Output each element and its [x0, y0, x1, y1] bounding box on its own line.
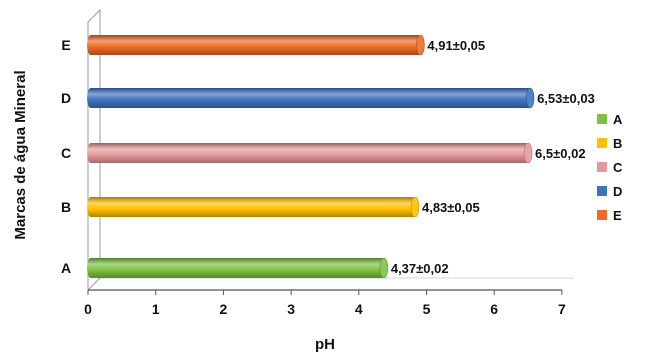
- legend-item: A: [597, 112, 623, 127]
- bar-e: [87, 34, 425, 56]
- data-label: 6,53±0,03: [537, 91, 595, 106]
- x-tick-label: 7: [558, 301, 566, 317]
- bar-cap: [379, 257, 389, 279]
- data-label: 6,5±0,02: [535, 146, 586, 161]
- legend-label: D: [613, 184, 622, 199]
- category-labels: A B C D E: [61, 37, 71, 276]
- legend-label: A: [613, 112, 623, 127]
- x-tick-label: 4: [355, 301, 363, 317]
- legend-swatch: [597, 162, 607, 172]
- bar-body: [87, 197, 419, 217]
- x-tick-label: 0: [84, 301, 92, 317]
- category-label: D: [61, 90, 71, 106]
- x-tick-label: 1: [152, 301, 160, 317]
- legend-item: E: [597, 208, 622, 223]
- x-tick-label: 2: [220, 301, 228, 317]
- bar-series: [87, 34, 535, 279]
- bar-b: [87, 196, 420, 218]
- legend-item: C: [597, 160, 623, 175]
- x-axis-title: pH: [315, 336, 335, 353]
- category-label: C: [61, 145, 71, 161]
- legend-label: E: [613, 208, 622, 223]
- category-label: A: [61, 260, 71, 276]
- bar-body: [87, 88, 535, 108]
- data-label: 4,91±0,05: [427, 38, 485, 53]
- legend-label: B: [613, 136, 622, 151]
- legend-swatch: [597, 114, 607, 124]
- x-tick-labels: 0 1 2 3 4 5 6 7: [84, 290, 566, 317]
- x-tick-label: 3: [287, 301, 295, 317]
- bar-c: [87, 142, 533, 164]
- bar-body: [87, 35, 425, 55]
- bar-body: [87, 258, 388, 278]
- legend-label: C: [613, 160, 623, 175]
- legend-swatch: [597, 186, 607, 196]
- legend-swatch: [597, 210, 607, 220]
- bar-a: [87, 257, 389, 279]
- bar-d: [87, 87, 535, 109]
- bar-cap: [416, 34, 425, 56]
- category-label: E: [61, 37, 70, 53]
- y-axis-title: Marcas de água Mineral: [12, 70, 29, 239]
- x-tick-label: 5: [423, 301, 431, 317]
- data-labels: 4,37±0,02 4,83±0,05 6,5±0,02 6,53±0,03 4,91±…: [391, 38, 595, 276]
- bar-cap: [525, 87, 535, 109]
- bar-cap: [523, 142, 533, 164]
- bar-body: [87, 143, 533, 163]
- category-label: B: [61, 199, 71, 215]
- bar-cap: [410, 196, 420, 218]
- legend-item: B: [597, 136, 622, 151]
- data-label: 4,83±0,05: [422, 200, 480, 215]
- x-tick-label: 6: [490, 301, 498, 317]
- data-label: 4,37±0,02: [391, 261, 449, 276]
- legend-item: D: [597, 184, 622, 199]
- legend-swatch: [597, 138, 607, 148]
